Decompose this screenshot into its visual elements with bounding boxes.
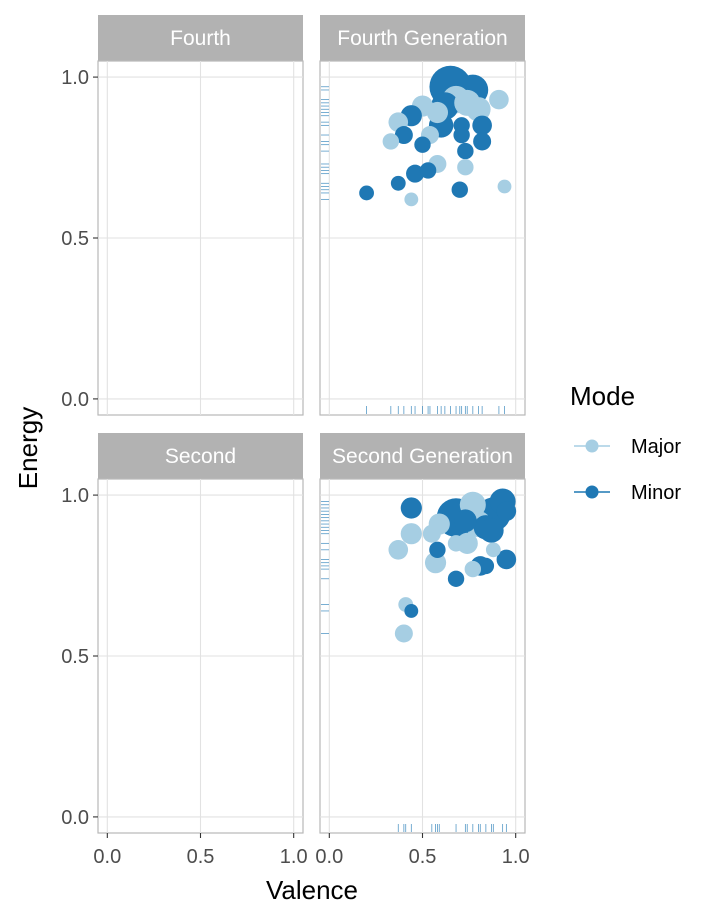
data-point xyxy=(477,557,495,575)
data-point xyxy=(382,133,400,150)
data-point xyxy=(429,541,446,558)
data-point xyxy=(453,126,470,144)
data-point xyxy=(485,542,501,558)
data-point xyxy=(404,604,419,618)
strip-title: Fourth Generation xyxy=(337,27,507,50)
legend-key-dot xyxy=(585,485,599,499)
data-point xyxy=(466,97,491,122)
data-point xyxy=(496,501,517,521)
y-tick-label: 0.5 xyxy=(61,646,89,668)
x-axis-title: Valence xyxy=(266,875,358,905)
data-point xyxy=(457,159,474,176)
x-tick-label: 1.0 xyxy=(502,846,530,868)
y-tick-label: 0.0 xyxy=(61,389,89,411)
y-tick-label: 1.0 xyxy=(61,67,89,89)
data-point xyxy=(394,126,413,145)
strip-background xyxy=(320,433,525,479)
data-point xyxy=(447,570,465,587)
legend-label: Minor xyxy=(631,482,681,504)
data-point xyxy=(424,552,447,574)
data-point xyxy=(497,179,512,194)
data-point xyxy=(426,101,449,124)
strip-background xyxy=(320,15,525,61)
data-point xyxy=(388,540,409,560)
x-tick-label: 0.5 xyxy=(409,846,437,868)
strip-title: Second xyxy=(165,445,236,468)
data-point xyxy=(496,549,517,570)
data-point xyxy=(406,164,425,183)
panel: Fourth 0.0 0.5 1.0 xyxy=(61,15,304,416)
data-point xyxy=(394,624,413,643)
data-point xyxy=(473,132,492,151)
data-point xyxy=(359,185,374,201)
data-point xyxy=(464,560,482,578)
legend-title: Mode xyxy=(570,381,635,411)
data-point xyxy=(472,115,492,136)
panels-layer: Fourth 0.0 0.5 1.0 Fourth Generation Second 0.… xyxy=(61,15,530,868)
strip-title: Second Generation xyxy=(332,445,513,468)
legend-entry: Major xyxy=(574,436,681,458)
data-point xyxy=(400,523,422,545)
legend-entries: Major Minor xyxy=(574,436,681,504)
data-point xyxy=(404,192,419,207)
x-tick-label: 0.0 xyxy=(93,846,121,868)
data-point xyxy=(422,524,441,543)
data-point xyxy=(390,175,406,191)
strip-background xyxy=(98,15,303,61)
data-point xyxy=(414,136,431,153)
legend-entry: Minor xyxy=(574,482,681,504)
data-point xyxy=(479,518,504,543)
y-axis-title: Energy xyxy=(13,407,43,489)
data-point xyxy=(447,535,465,552)
panel: Fourth Generation xyxy=(319,15,526,416)
y-tick-label: 1.0 xyxy=(61,485,89,507)
y-tick-label: 0.5 xyxy=(61,228,89,250)
data-point xyxy=(419,162,437,179)
legend-key-dot xyxy=(585,439,599,453)
data-point xyxy=(400,497,422,519)
panel: Second 0.0 0.5 1.0 0.0 0.5 1.0 xyxy=(61,433,308,868)
legend-label: Major xyxy=(631,436,681,458)
strip-background xyxy=(98,433,303,479)
data-point xyxy=(451,181,468,198)
strip-title: Fourth xyxy=(170,27,231,50)
x-tick-label: 0.0 xyxy=(315,846,343,868)
y-tick-label: 0.0 xyxy=(61,807,89,829)
data-point xyxy=(489,89,509,110)
legend: Mode Major Minor xyxy=(570,381,681,504)
x-tick-label: 0.5 xyxy=(187,846,215,868)
data-point xyxy=(457,142,474,160)
data-point xyxy=(453,509,477,533)
panel: Second Generation 0.0 0.5 1.0 xyxy=(315,433,530,868)
x-tick-label: 1.0 xyxy=(280,846,308,868)
